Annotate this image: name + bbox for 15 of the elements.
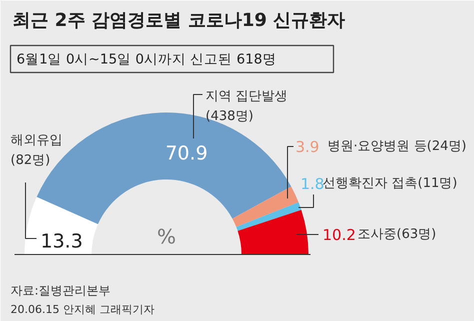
text: 20.06.15 안지혜 그래픽기자 — [10, 303, 154, 316]
slice-label: 해외유입 (82명) — [10, 133, 62, 168]
text: % — [157, 224, 176, 248]
data-label: 70.9 — [165, 142, 208, 164]
slice-label: 병원·요양병원 등(24명) — [328, 139, 466, 154]
slice-label: 조사중(63명) — [358, 227, 436, 242]
chart-title: 최근 2주 감염경로별 코로나19 신규환자 — [12, 10, 346, 31]
slice-label: 선행확진자 접촉(11명) — [322, 176, 458, 191]
data-label: 10.2 — [322, 226, 356, 244]
chart-subtitle: 6월1일 0시~15일 0시까지 신고된 618명 — [16, 52, 276, 68]
data-label: 1.8 — [300, 175, 324, 193]
text: 자료:질병관리본부 — [10, 284, 111, 298]
slice-label: 지역 집단발생 (438명) — [206, 89, 288, 124]
data-label: 13.3 — [40, 230, 83, 252]
data-label: 3.9 — [296, 138, 320, 156]
